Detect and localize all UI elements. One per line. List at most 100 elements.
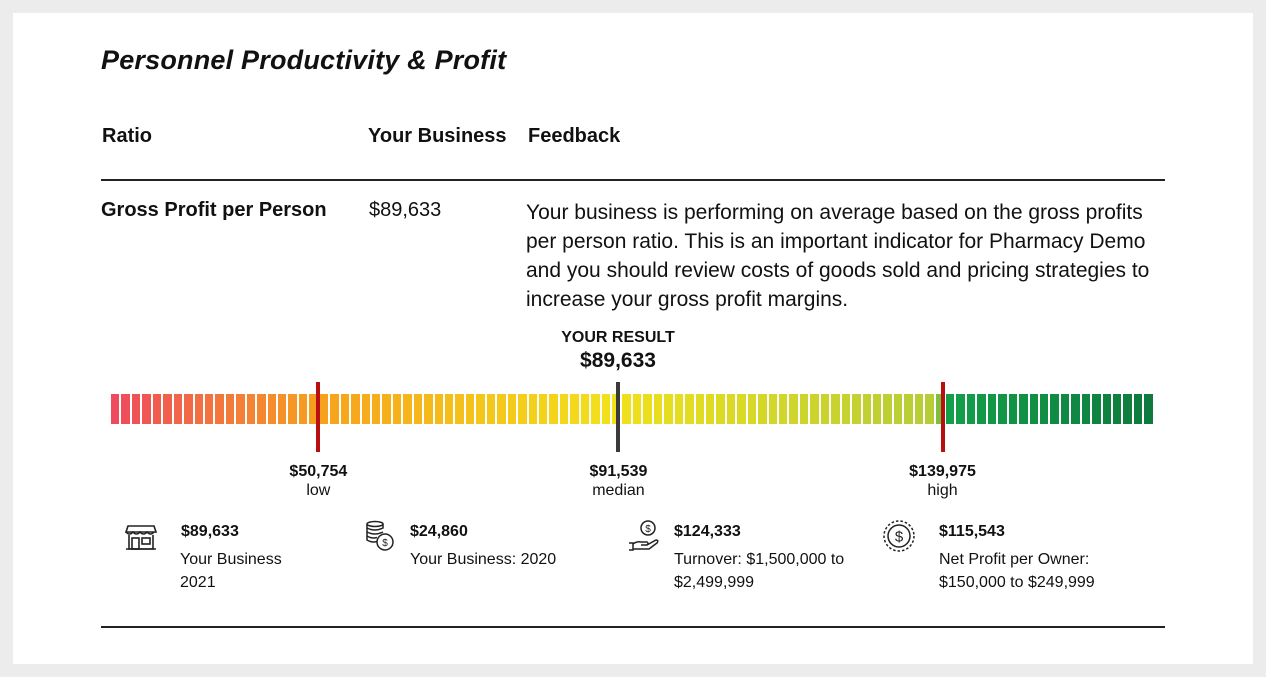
gauge-segment (914, 394, 924, 424)
gauge-segment (591, 394, 600, 424)
gauge-segment (194, 394, 203, 424)
low-label: low (306, 482, 331, 499)
gauge-segment (726, 394, 736, 424)
gauge-segment (653, 394, 663, 424)
stat-value: $115,543 (939, 523, 1005, 540)
gauge-segment (622, 394, 631, 424)
gauge-segment (403, 394, 412, 424)
gauge-segment (215, 394, 224, 424)
gauge-segment (351, 394, 360, 424)
gauge-segment (852, 394, 861, 424)
gauge-segment (559, 394, 569, 424)
gauge-segment (309, 394, 318, 424)
gauge-segment (111, 394, 120, 424)
gauge-segment (612, 394, 621, 424)
stat-caption: Your Business 2021 (180, 551, 282, 591)
column-header-ratio: Ratio (102, 125, 152, 147)
gauge-segment (288, 394, 297, 424)
gauge-segment (872, 394, 882, 424)
gauge-segment (371, 394, 381, 424)
median-value: $91,539 (589, 463, 648, 480)
gauge-segment (747, 394, 757, 424)
gauge-segment (1008, 394, 1018, 424)
gauge-segment (340, 394, 350, 424)
gauge-segment (538, 394, 548, 424)
footer-divider (101, 626, 1165, 628)
gauge-segment (643, 394, 652, 424)
stat-caption: Net Profit per Owner: $150,000 to $249,9… (939, 551, 1095, 591)
your-result-value: $89,633 (580, 349, 656, 372)
gauge-segment (1039, 394, 1049, 424)
high-value: $139,975 (909, 463, 976, 480)
gauge-segment (267, 394, 276, 424)
gauge-segment (695, 394, 704, 424)
page-title: Personnel Productivity & Profit (101, 45, 507, 75)
result-marker (616, 382, 621, 452)
gauge-segment (278, 394, 287, 424)
gauge-segment (236, 394, 245, 424)
gauge-segment (1050, 394, 1059, 424)
gauge-segment (163, 394, 172, 424)
gauge-segment (601, 394, 610, 424)
gauge-segment (841, 394, 851, 424)
gauge-segment (528, 394, 537, 424)
gauge-segment (893, 394, 903, 424)
high-label: high (927, 482, 958, 499)
gauge-segment (977, 394, 986, 424)
gauge-segment (455, 394, 464, 424)
ratio-value: $89,633 (369, 199, 442, 221)
gauge-segment (246, 394, 256, 424)
gauge-segment (382, 394, 391, 424)
gauge-segment (204, 394, 214, 424)
gauge-segment (392, 394, 402, 424)
stat-value: $89,633 (181, 523, 239, 540)
gauge-segment (925, 394, 934, 424)
ratio-name: Gross Profit per Person (101, 199, 327, 221)
svg-text:$: $ (382, 538, 388, 549)
stat-value: $124,333 (674, 523, 741, 540)
gauge-segment (758, 394, 767, 424)
gauge-segment (121, 394, 130, 424)
gauge-segment (799, 394, 809, 424)
gauge-segment (476, 394, 485, 424)
gauge-segment (152, 394, 162, 424)
gauge-segment (1133, 394, 1143, 424)
gauge-segment (779, 394, 788, 424)
column-header-your-business: Your Business (368, 125, 507, 147)
gauge-segment (935, 394, 944, 424)
gauge-segment (862, 394, 871, 424)
coins-icon: $ (364, 519, 398, 553)
gauge-segment (946, 394, 955, 424)
gauge-segment (904, 394, 913, 424)
performance-gauge (111, 394, 1153, 424)
gauge-segment (298, 394, 308, 424)
gauge-segment (424, 394, 433, 424)
gauge-segment (486, 394, 496, 424)
gauge-segment (1071, 394, 1080, 424)
gauge-segment (434, 394, 443, 424)
median-label: median (592, 482, 645, 499)
gauge-segment (413, 394, 423, 424)
gauge-segment (173, 394, 183, 424)
svg-text:$: $ (645, 524, 651, 535)
gauge-segment (685, 394, 694, 424)
your-result-label: YOUR RESULT (561, 329, 675, 346)
low-marker (316, 382, 321, 452)
gauge-segment (789, 394, 798, 424)
gauge-segment (820, 394, 830, 424)
gauge-segment (1092, 394, 1101, 424)
gauge-segment (987, 394, 997, 424)
column-header-feedback: Feedback (528, 125, 621, 147)
report-card: Personnel Productivity & Profit Ratio Yo… (13, 13, 1253, 664)
feedback-text: Your business is performing on average b… (526, 201, 1150, 311)
gauge-segment (737, 394, 746, 424)
gauge-segment (225, 394, 235, 424)
storefront-icon (124, 519, 158, 553)
gauge-segment (1081, 394, 1091, 424)
gauge-segment (518, 394, 527, 424)
gauge-segment (549, 394, 558, 424)
gauge-segment (1060, 394, 1070, 424)
gauge-segment (632, 394, 642, 424)
gauge-segment (445, 394, 454, 424)
gauge-segment (330, 394, 339, 424)
